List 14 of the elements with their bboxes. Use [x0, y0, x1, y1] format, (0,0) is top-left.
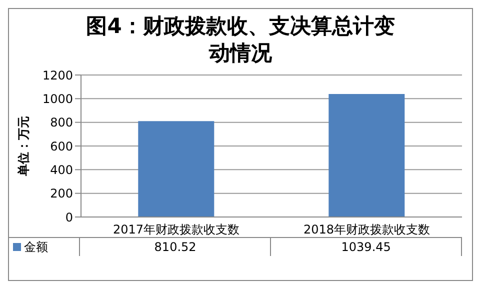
x-tick-label: 2017年财政拨款收支数 [112, 222, 240, 237]
data-label: 810.52 [80, 238, 272, 256]
x-tick-label: 2018年财政拨款收支数 [303, 222, 430, 237]
y-tick-label: 0 [65, 210, 73, 224]
y-axis-title: 单位：万元 [16, 116, 30, 177]
data-label: 1039.45 [271, 238, 462, 256]
chart-title: 图4：财政拨款收、支决算总计变动情况 [85, 13, 396, 67]
y-tick-label: 1200 [42, 68, 73, 82]
y-tick-label: 600 [50, 139, 73, 154]
legend-label: 金额 [24, 238, 48, 256]
y-tick-label: 400 [50, 162, 73, 177]
y-tick-label: 200 [50, 186, 73, 201]
y-tick-label: 1000 [42, 92, 73, 106]
y-tick-label: 800 [50, 116, 73, 130]
